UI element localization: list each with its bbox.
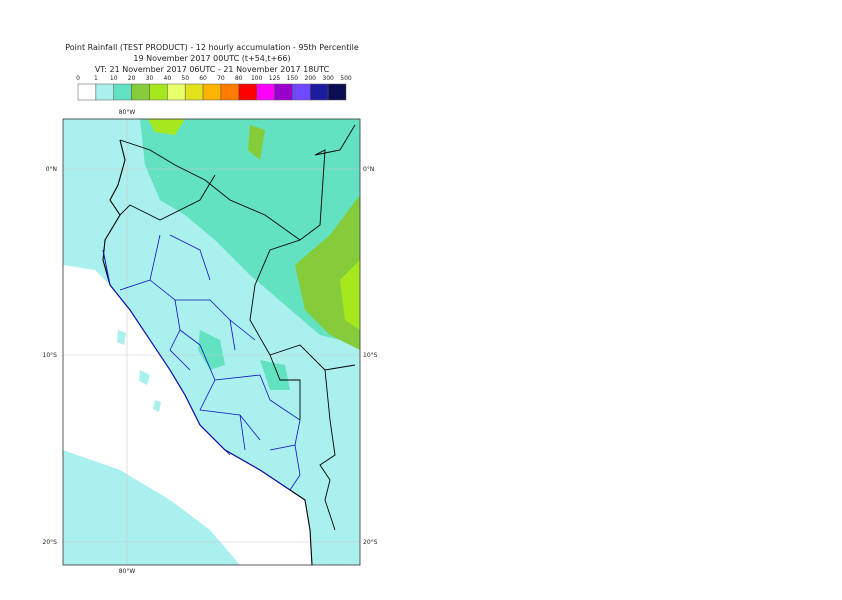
legend-label: 0 xyxy=(76,75,80,82)
lat-label: 20°S xyxy=(43,539,58,546)
legend-swatch xyxy=(167,83,186,101)
legend-label: 20 xyxy=(128,75,136,82)
legend-label: 50 xyxy=(181,75,189,82)
legend-label: 10 xyxy=(110,75,118,82)
rain-heavy xyxy=(148,119,185,135)
legend-swatch xyxy=(327,83,347,101)
rain-light xyxy=(63,450,240,565)
valid-time: VT: 21 November 2017 06UTC - 21 November… xyxy=(95,65,330,74)
rain-heavy xyxy=(340,260,360,330)
legend-swatch xyxy=(131,83,150,101)
map: 0°N 10°S 20°S 0°N 10°S 20°S 80°W 80°W xyxy=(43,109,378,575)
legend-swatch xyxy=(256,83,275,101)
legend-label: 500 xyxy=(340,75,352,82)
title: Point Rainfall (TEST PRODUCT) - 12 hourl… xyxy=(65,43,359,52)
base-time: 19 November 2017 00UTC (t+54,t+66) xyxy=(133,54,290,63)
rain-moderate xyxy=(198,330,290,390)
legend-label: 70 xyxy=(217,75,225,82)
legend-label: 60 xyxy=(199,75,207,82)
legend-swatch xyxy=(238,83,257,101)
legend: 0 1 10 20 30 40 50 60 70 80 100 125 150 200 300 500 xyxy=(76,75,352,101)
legend-label: 40 xyxy=(164,75,172,82)
legend-swatch xyxy=(149,83,168,101)
legend-label: 200 xyxy=(305,75,317,82)
legend-swatch xyxy=(310,83,329,101)
legend-swatch xyxy=(220,83,240,101)
rain-heavy xyxy=(295,195,360,350)
legend-swatch xyxy=(77,83,97,101)
legend-swatch xyxy=(113,83,132,101)
rain-heavy xyxy=(248,125,265,160)
lat-label: 10°S xyxy=(43,352,58,359)
lat-label: 0°N xyxy=(363,166,374,173)
legend-swatch xyxy=(184,83,204,101)
coastline xyxy=(102,249,291,491)
legend-label: 100 xyxy=(251,75,263,82)
legend-label: 80 xyxy=(235,75,243,82)
legend-label: 1 xyxy=(94,75,98,82)
legend-swatch xyxy=(274,83,293,101)
lon-label: 80°W xyxy=(119,109,136,116)
borders xyxy=(119,124,356,531)
legend-label: 30 xyxy=(146,75,154,82)
lat-label: 0°N xyxy=(46,166,57,173)
legend-label: 150 xyxy=(287,75,299,82)
lon-label: 80°W xyxy=(119,568,136,575)
legend-swatch xyxy=(292,83,311,101)
legend-label: 125 xyxy=(269,75,281,82)
lat-label: 10°S xyxy=(363,352,378,359)
legend-label: 300 xyxy=(322,75,334,82)
legend-swatch xyxy=(202,83,222,101)
rain-light xyxy=(117,330,161,412)
legend-swatch xyxy=(95,83,114,101)
map-frame xyxy=(62,118,361,566)
lat-label: 20°S xyxy=(363,539,378,546)
